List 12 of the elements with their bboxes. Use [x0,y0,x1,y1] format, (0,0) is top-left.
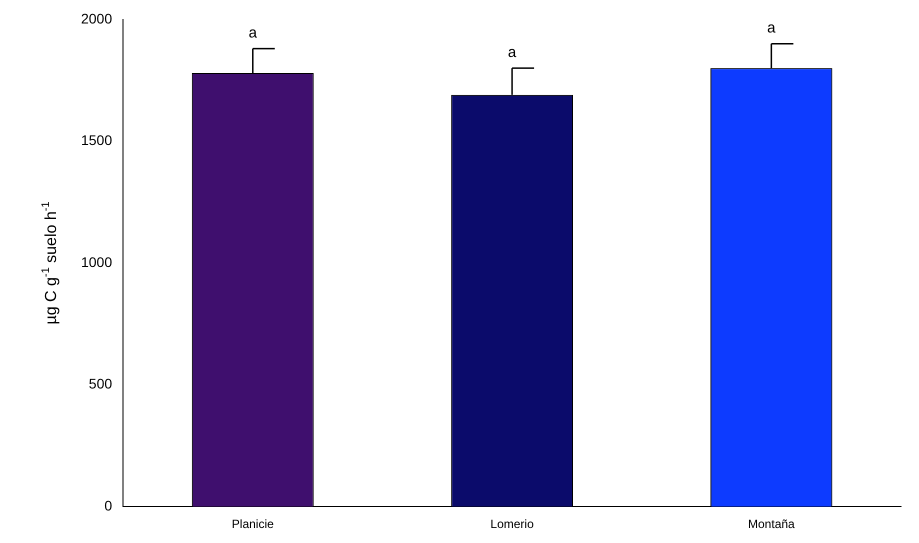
x-tick-label: Lomerio [490,517,534,532]
annotation: a [248,24,258,42]
x-tick-label: Montaña [748,517,796,532]
annotation: a [767,19,776,36]
y-tick-label: 1000 [80,254,112,270]
annotation: a [508,44,517,61]
y-tick-label: 0 [104,497,112,514]
y-tick-label: 1500 [80,132,112,148]
y-axis-title: µg C g-1 suelo h-1 [40,201,60,325]
y-tick-label: 2000 [80,10,112,26]
x-tick-label: Planicie [232,517,274,532]
y-tick-label: 500 [88,376,112,392]
